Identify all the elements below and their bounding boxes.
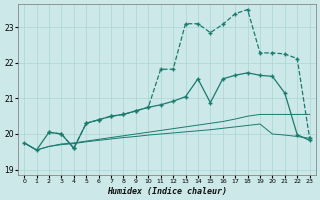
X-axis label: Humidex (Indice chaleur): Humidex (Indice chaleur) [107, 187, 227, 196]
